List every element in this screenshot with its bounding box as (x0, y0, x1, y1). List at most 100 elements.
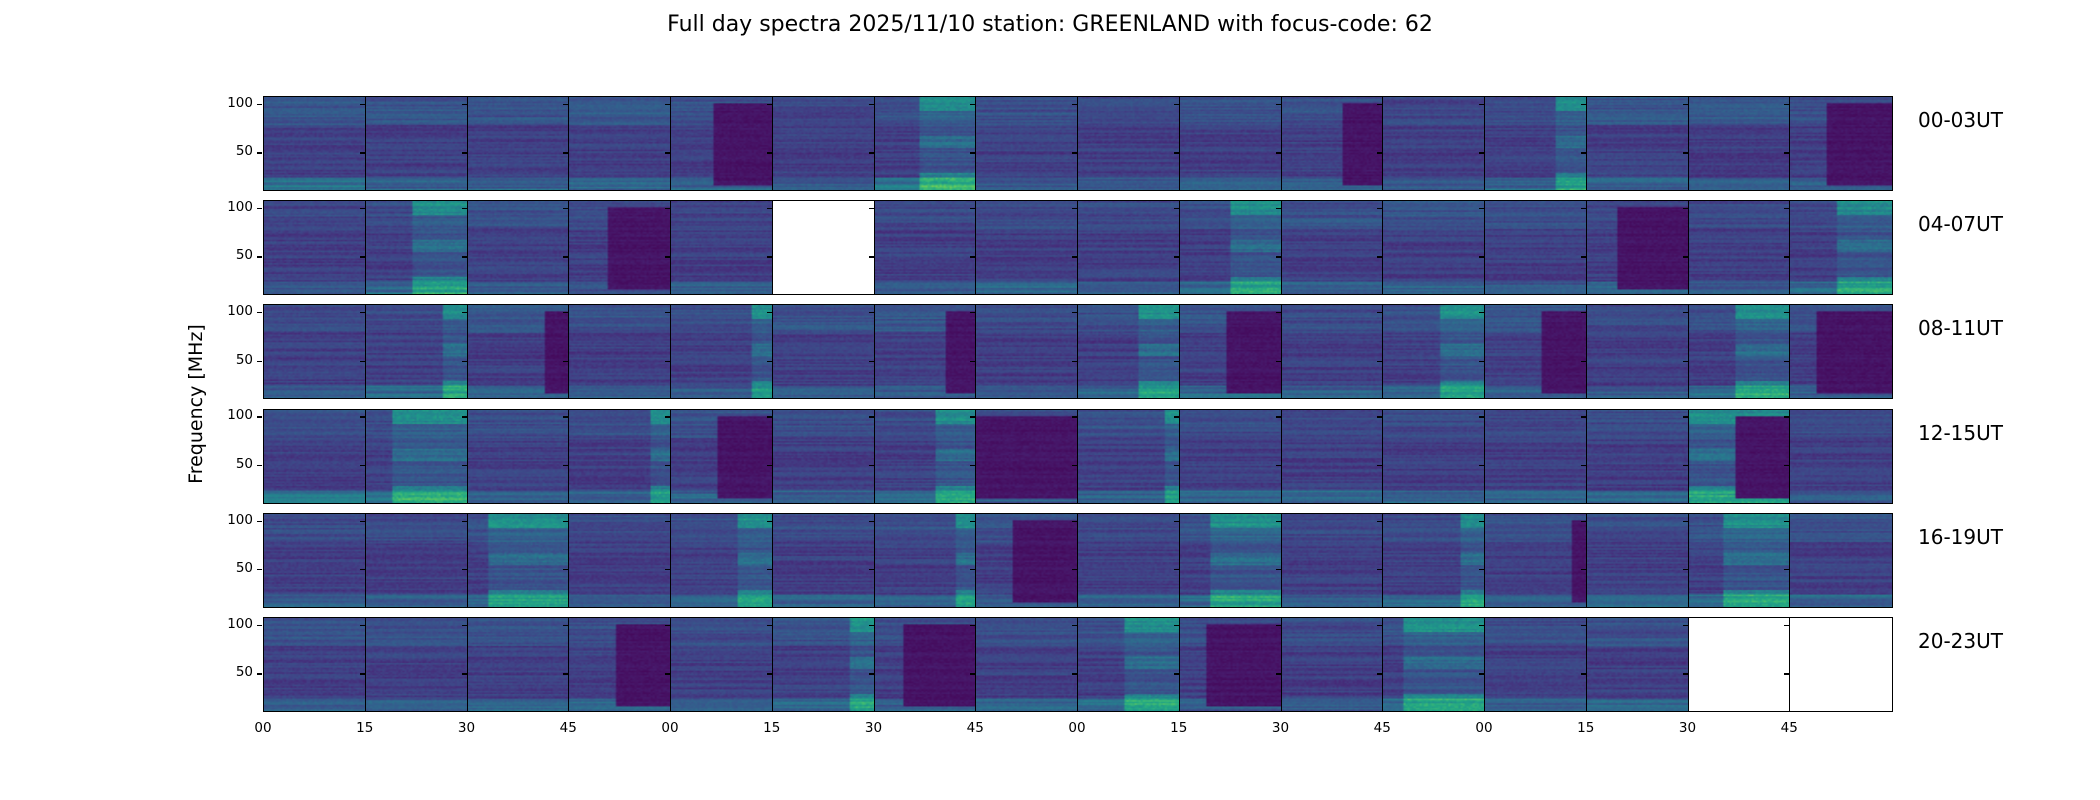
panel-tick-mark (970, 416, 976, 418)
x-tick-label: 15 (1577, 720, 1595, 736)
panel-tick-mark (970, 152, 976, 154)
panel-tick-mark (868, 416, 874, 418)
spectrogram-panel (1377, 512, 1486, 608)
spectra-row (263, 304, 1893, 400)
spectrogram-image (976, 409, 1078, 503)
spectrogram-panel (970, 200, 1079, 296)
panel-tick-mark (1173, 256, 1179, 258)
spectrogram-image (365, 409, 467, 503)
spectrogram-panel (263, 512, 367, 608)
panel-tick-mark (1377, 152, 1383, 154)
y-tick-label: 50 (235, 351, 253, 368)
spectrogram-image (1383, 618, 1485, 711)
panel-tick-mark (1682, 673, 1688, 675)
x-tick-label: 00 (254, 720, 272, 736)
spectrogram-panel (1682, 512, 1791, 608)
panel-tick-mark (359, 103, 365, 106)
panel-tick-mark (1784, 464, 1790, 467)
panel-tick-mark (970, 207, 976, 210)
spectrogram-panel (263, 408, 367, 504)
spectrogram-panel (970, 408, 1079, 504)
spectrogram-image (569, 201, 671, 295)
spectrogram-image (1586, 513, 1688, 607)
spectra-row (263, 512, 1893, 608)
spectrogram-image (264, 513, 366, 607)
y-tick-label: 50 (235, 143, 253, 160)
x-tick-label: 15 (763, 720, 781, 736)
spectrogram-panel (1682, 408, 1791, 504)
panel-tick-mark (766, 360, 772, 362)
panel-tick-mark (1682, 360, 1688, 362)
x-tick-label: 00 (661, 720, 679, 736)
x-tick-label: 15 (356, 720, 374, 736)
panel-tick-mark (1479, 673, 1484, 675)
spectrogram-panel (1377, 96, 1486, 191)
spectrogram-image (1078, 409, 1180, 503)
panel-tick-mark (359, 312, 365, 314)
spectrogram-image (1485, 201, 1587, 295)
panel-tick-mark (1479, 207, 1484, 210)
spectrogram-image (1179, 618, 1281, 711)
spectrogram-panel (868, 512, 977, 608)
spectrogram-image (467, 97, 569, 190)
panel-tick-mark (1479, 569, 1484, 571)
spectrogram-panel (263, 304, 367, 400)
panel-tick-mark (1275, 152, 1281, 154)
panel-tick-mark (665, 360, 670, 362)
spectrogram-panel (1580, 512, 1689, 608)
panel-tick-mark (461, 312, 467, 314)
chart-title: Full day spectra 2025/11/10 station: GRE… (667, 12, 1433, 37)
spectrogram-image (1179, 201, 1281, 295)
panel-tick-mark (563, 207, 569, 210)
panel-tick-mark (766, 624, 772, 627)
spectrogram-image (1586, 618, 1688, 711)
spectrogram-image (365, 201, 467, 295)
panel-tick-mark (766, 416, 772, 418)
spectrogram-image (467, 513, 569, 607)
panel-tick-mark (563, 569, 569, 571)
spectrogram-panel (263, 617, 367, 712)
panel-tick-mark (665, 624, 670, 627)
spectra-row (263, 96, 1893, 191)
panel-tick-mark (1784, 312, 1790, 314)
panel-tick-mark (970, 569, 976, 571)
y-tick-label: 50 (235, 455, 253, 472)
panel-tick-mark (1682, 312, 1688, 314)
panel-tick-mark (1072, 360, 1077, 362)
panel-tick-mark (868, 152, 874, 154)
panel-tick-mark (1072, 520, 1077, 522)
spectrogram-image (365, 305, 467, 399)
panel-tick-mark (1072, 207, 1077, 210)
panel-tick-mark (1479, 152, 1484, 154)
panel-tick-mark (1377, 569, 1383, 571)
spectrogram-panel (970, 96, 1079, 191)
panel-tick-mark (359, 673, 365, 675)
panel-tick-mark (359, 520, 365, 522)
panel-tick-mark (1784, 152, 1790, 154)
spectrogram-panel (1275, 96, 1384, 191)
panel-tick-mark (868, 256, 874, 258)
spectrogram-image (1485, 513, 1587, 607)
panel-tick-mark (868, 464, 874, 467)
panel-tick-mark (665, 312, 670, 314)
spectrogram-panel (1479, 304, 1588, 400)
panel-tick-mark (1377, 416, 1383, 418)
spectrogram-panel (665, 408, 774, 504)
spectrogram-image (1281, 618, 1383, 711)
panel-tick-mark (1682, 152, 1688, 154)
spectrogram-panel (1479, 200, 1588, 296)
spectrogram-image (976, 97, 1078, 190)
spectrogram-image (1586, 305, 1688, 399)
spectrogram-image (976, 513, 1078, 607)
spectrogram-image (772, 305, 874, 399)
spectrogram-panel (1784, 512, 1893, 608)
spectrogram-image (1078, 618, 1180, 711)
panel-tick-mark (1173, 312, 1179, 314)
spectrogram-panel (1072, 200, 1181, 296)
panel-tick-mark (1072, 464, 1077, 467)
spectrogram-panel (563, 408, 672, 504)
spectrogram-panel (1580, 96, 1689, 191)
spectrogram-image (874, 201, 976, 295)
panel-tick-mark (563, 103, 569, 106)
panel-tick-mark (1784, 673, 1790, 675)
